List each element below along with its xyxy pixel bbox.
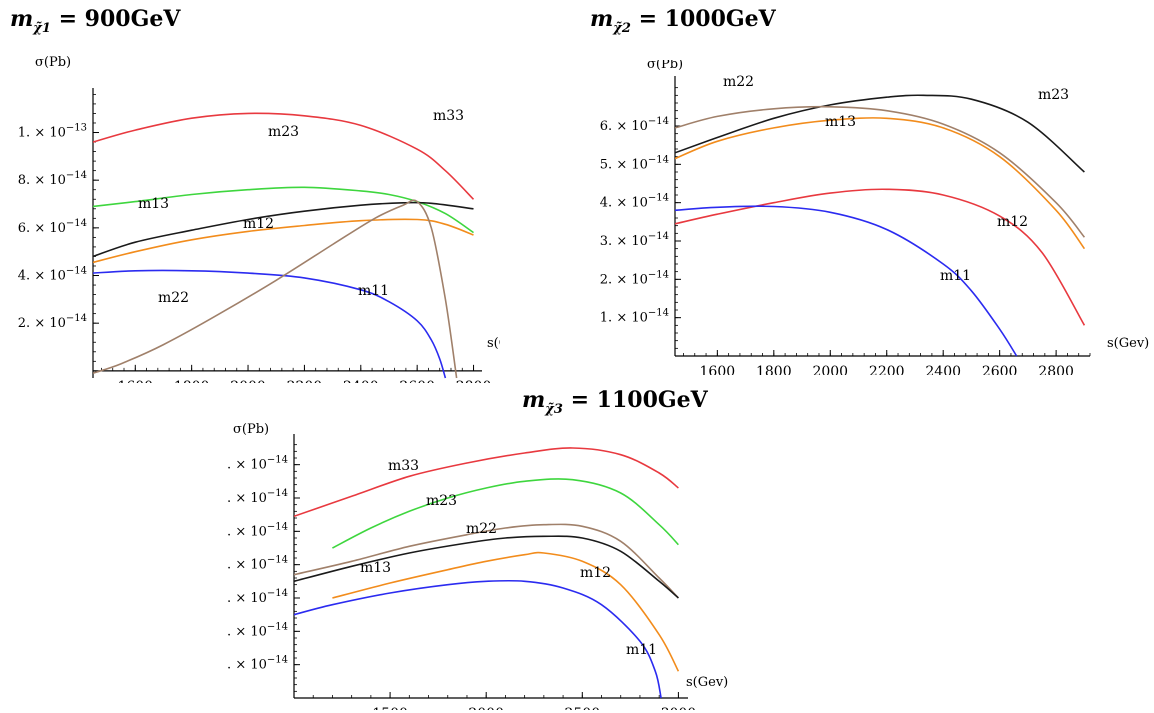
series-label-m22: m22 [723, 74, 754, 90]
series-line-m23 [93, 186, 474, 234]
x-tick-label: 2000 [468, 706, 504, 710]
series-label-m13: m13 [825, 114, 856, 130]
panel1-title-symbol: m [10, 6, 34, 32]
series-line-m33 [294, 447, 679, 518]
series-line-m23 [332, 478, 679, 549]
series-line-m22 [93, 199, 458, 379]
series-label-m12: m12 [580, 565, 611, 581]
y-tick-label: 4. × 10−14 [600, 193, 669, 211]
series-line-m11 [675, 205, 1018, 357]
series-line-m12 [675, 188, 1086, 326]
series-label-m22: m22 [158, 290, 189, 306]
x-tick-label: 2400 [925, 364, 961, 375]
series-line-m22 [294, 523, 679, 599]
panel1-title-subscript: χ̃1 [33, 21, 51, 36]
y-tick-label: 2. × 10−14 [600, 269, 669, 287]
y-axis-label: σ(Pb) [35, 55, 71, 70]
series-line-m13 [294, 535, 679, 599]
series-line-m12 [332, 551, 680, 672]
panel3-title-symbol: m [522, 387, 546, 413]
series-label-m23: m23 [268, 124, 299, 140]
x-tick-label: 1600 [117, 379, 153, 383]
panel3-title-eq: = 1100GeV [570, 387, 708, 413]
panel1-title: mχ̃1 = 900GeV [10, 6, 180, 36]
x-tick-label: 2800 [1038, 364, 1074, 375]
y-tick-label: 8. × 10−14 [18, 170, 87, 188]
x-tick-label: 2200 [869, 364, 905, 375]
x-tick-label: 1800 [174, 379, 210, 383]
series-line-m22 [675, 105, 1086, 238]
series-label-m11: m11 [940, 268, 971, 284]
x-axis-label: s(Gev) [1107, 336, 1149, 351]
x-tick-label: 1600 [700, 364, 736, 375]
panel1-title-eq: = 900GeV [58, 6, 181, 32]
series-label-m11: m11 [358, 283, 389, 299]
panel3-title-subscript: χ̃3 [545, 402, 563, 417]
y-tick-label: 7. × 10−14 [228, 455, 288, 473]
series-label-m12: m12 [243, 216, 274, 232]
x-tick-label: 1800 [756, 364, 792, 375]
y-tick-label: 3. × 10−14 [228, 588, 288, 606]
panel3-title: mχ̃3 = 1100GeV [522, 387, 708, 417]
y-tick-label: 5. × 10−14 [600, 154, 669, 172]
series-label-m23: m23 [1038, 87, 1069, 103]
y-tick-label: 6. × 10−14 [600, 116, 669, 134]
x-axis-label: s(Gev) [487, 336, 500, 351]
chart-mchi1-900gev: 2. × 10−14 4. × 10−14 6. × 10−14 8. × 10−14… [18, 55, 500, 383]
x-tick-label: 1500 [372, 706, 408, 710]
x-tick-label: 2000 [812, 364, 848, 375]
x-tick-label: 2600 [399, 379, 435, 383]
y-tick-label: 2. × 10−14 [228, 621, 288, 639]
y-tick-label: 2. × 10−14 [18, 313, 87, 331]
series-line-m11 [93, 269, 447, 379]
y-tick-label: 1. × 10−14 [228, 655, 288, 673]
series-label-m11: m11 [626, 642, 657, 658]
x-tick-label: 2400 [343, 379, 379, 383]
x-tick-label: 2600 [982, 364, 1018, 375]
series-line-m11 [294, 579, 662, 699]
x-tick-label: 3000 [661, 706, 697, 710]
panel2-title-subscript: χ̃2 [613, 21, 631, 36]
series-line-m13 [675, 117, 1086, 250]
y-axis-label: σ(Pb) [233, 422, 269, 437]
series-label-m13: m13 [360, 560, 391, 576]
series-line-m23 [675, 94, 1085, 173]
series-label-m33: m33 [388, 458, 419, 474]
y-tick-label: 1. × 10−14 [600, 308, 669, 326]
series-label-m12: m12 [997, 214, 1028, 230]
y-tick-label: 6. × 10−14 [228, 488, 288, 506]
series-label-m22: m22 [466, 521, 497, 537]
series-line-m33 [93, 112, 475, 200]
series-label-m33: m33 [433, 108, 464, 124]
series-label-m23: m23 [426, 493, 457, 509]
y-tick-label: 3. × 10−14 [600, 231, 669, 249]
x-tick-label: 2200 [287, 379, 323, 383]
series-line-m13 [93, 201, 474, 258]
panel2-title-eq: = 1000GeV [638, 6, 776, 32]
x-tick-label: 2500 [564, 706, 600, 710]
y-tick-label: 4. × 10−14 [228, 555, 288, 573]
y-tick-label: 1. × 10−13 [18, 123, 87, 141]
y-tick-label: 5. × 10−14 [228, 521, 288, 539]
chart-mchi2-1000gev: 1. × 10−14 2. × 10−14 3. × 10−14 4. × 10−14… [600, 60, 1149, 375]
y-tick-label: 6. × 10−14 [18, 218, 87, 236]
panel2-title-symbol: m [590, 6, 614, 32]
panel2-title: mχ̃2 = 1000GeV [590, 6, 776, 36]
x-tick-label: 2800 [456, 379, 492, 383]
y-axis-label: σ(Pb) [647, 60, 683, 72]
y-tick-label: 4. × 10−14 [18, 266, 87, 284]
chart-mchi3-1100gev: 1. × 10−14 2. × 10−14 3. × 10−14 4. × 10−14… [228, 422, 728, 710]
x-tick-label: 2000 [230, 379, 266, 383]
x-axis-label: s(Gev) [686, 675, 728, 690]
series-label-m13: m13 [138, 196, 169, 212]
series-line-m12 [93, 218, 474, 264]
